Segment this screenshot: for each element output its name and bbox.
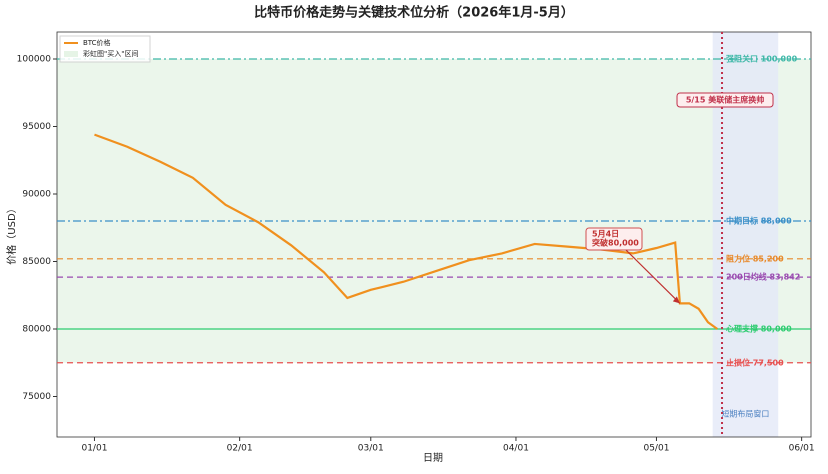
- x-tick-label: 04/01: [503, 444, 529, 454]
- y-tick-label: 90000: [22, 190, 51, 200]
- y-axis-label: 价格（USD）: [5, 203, 18, 264]
- y-tick-label: 95000: [22, 122, 51, 132]
- price-line: [94, 133, 718, 330]
- frame: [56, 31, 812, 438]
- y-tick-label: 85000: [22, 257, 51, 267]
- y-tick-label: 75000: [22, 392, 51, 402]
- legend-label: 彩虹图"买入"区间: [83, 49, 138, 58]
- x-tick-label: 03/01: [358, 444, 384, 454]
- y-band: [57, 59, 811, 363]
- x-tick-label: 02/01: [227, 444, 253, 454]
- reference-label: 止损位 77,500: [726, 357, 784, 367]
- reference-label: 阻力位 85,200: [726, 253, 784, 263]
- event-label: 5/15 美联储主席换帅: [686, 95, 764, 105]
- x-tick-label: 06/01: [789, 444, 815, 454]
- annotation-box: [585, 227, 643, 251]
- reference-label: 心理支撑 80,000: [726, 324, 792, 334]
- x-axis-label: 日期: [423, 452, 443, 464]
- annotation-text: 5月4日: [592, 230, 619, 239]
- x-tick-label: 05/01: [643, 444, 669, 454]
- x-band-label: 短期布局窗口: [721, 409, 769, 419]
- y-tick-label: 80000: [22, 325, 51, 335]
- legend-label: BTC价格: [83, 38, 111, 47]
- event-box: [676, 92, 774, 108]
- chart-title: 比特币价格走势与关键技术位分析（2026年1月-5月）: [254, 5, 574, 21]
- x-tick-label: 01/01: [81, 444, 107, 454]
- annotation-text: 突破80,000: [592, 238, 639, 248]
- reference-label: 200日均线 83,842: [726, 272, 800, 282]
- legend-swatch: [64, 51, 78, 57]
- y-tick-label: 100000: [17, 55, 52, 65]
- reference-label: 强阻关口 100,000: [726, 54, 798, 64]
- arrow-head: [672, 296, 680, 304]
- reference-label: 中期目标 88,000: [726, 216, 792, 226]
- annotation-arrow: [625, 249, 681, 304]
- legend-box: [59, 35, 151, 63]
